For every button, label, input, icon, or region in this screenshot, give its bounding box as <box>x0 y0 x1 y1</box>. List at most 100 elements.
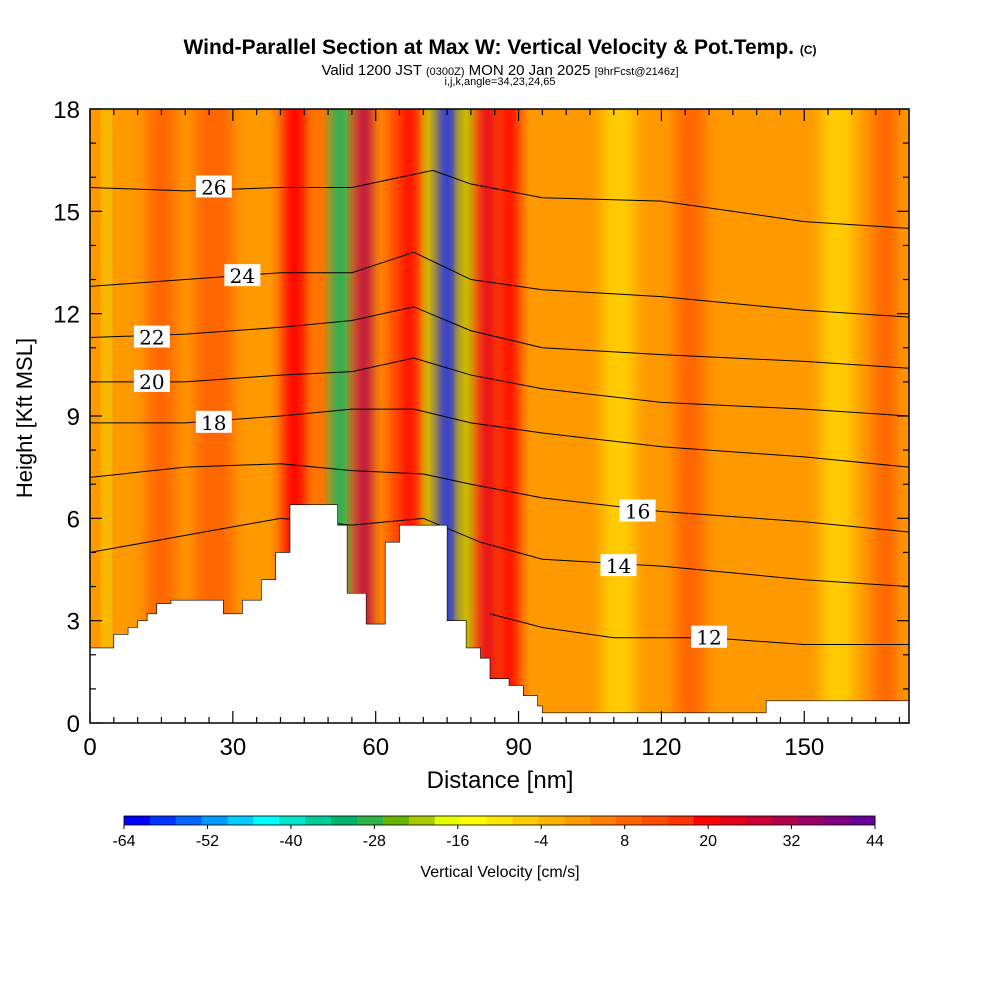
colorbar-label: Vertical Velocity [cm/s] <box>420 864 580 881</box>
velocity-band-11 <box>460 109 473 723</box>
velocity-band-17 <box>873 109 898 723</box>
contour-label-bg-16 <box>619 499 656 522</box>
colorbar-swatch <box>823 816 850 825</box>
contour-18 <box>90 408 909 468</box>
contour-label-26: 26 <box>201 175 226 199</box>
colorbar-tick-label: 8 <box>620 833 629 850</box>
colorbar-swatch <box>408 816 436 825</box>
y-axis-label: Height [Kft MSL] <box>12 337 37 499</box>
contour-20 <box>90 357 909 417</box>
axes: 0 30 60 90 120 150 0 3 6 9 12 15 18 <box>53 97 909 761</box>
colorbar-tick-label: -28 <box>363 833 386 850</box>
velocity-band-15 <box>675 109 705 723</box>
colorbar-tick-label: 32 <box>783 833 801 850</box>
x-tick-label: 120 <box>641 734 681 761</box>
velocity-band-9 <box>425 109 436 723</box>
chart-subtitle: Valid 1200 JST (0300Z) MON 20 Jan 2025 [… <box>0 62 1000 79</box>
colorbar-swatch <box>331 816 358 825</box>
velocity-band-6 <box>355 109 373 723</box>
velocity-band-14 <box>601 109 636 723</box>
y-tick-label: 0 <box>67 711 80 738</box>
colorbar-tick-label: -52 <box>196 833 219 850</box>
contour-26 <box>90 169 909 229</box>
colorbar-frame <box>123 815 876 826</box>
colorbar-tick-label: 44 <box>866 833 884 850</box>
colorbar-swatch <box>616 816 643 825</box>
colorbar-swatch <box>797 816 824 825</box>
velocity-band-0 <box>103 109 110 723</box>
colorbar-swatch <box>693 816 721 825</box>
colorbar-tick-label: -64 <box>112 833 135 850</box>
velocity-band-12 <box>478 109 498 723</box>
colorbar-swatch <box>434 816 462 825</box>
contour-label-14: 14 <box>606 554 631 578</box>
colorbar-swatch <box>641 816 669 825</box>
colorbar-swatch <box>771 816 798 825</box>
colorbar-swatch <box>124 816 151 825</box>
contour-label-bg-20 <box>133 369 170 392</box>
colorbar-swatch <box>486 816 513 825</box>
contour-label-12: 12 <box>696 626 721 650</box>
contour-14 <box>90 517 909 588</box>
colorbar-tick-label: -40 <box>279 833 302 850</box>
contour-label-bg-24 <box>224 264 261 287</box>
colorbar-swatch <box>357 816 384 825</box>
colorbar-swatch <box>460 816 488 825</box>
y-tick-label: 3 <box>67 609 80 636</box>
colorbar-tick-label: -4 <box>534 833 548 850</box>
copyright-mark: (C) <box>799 43 817 57</box>
y-tick-label: 12 <box>53 302 80 329</box>
contour-label-bg-18 <box>195 410 232 433</box>
contour-12 <box>489 613 909 646</box>
x-tick-label: 90 <box>505 734 532 761</box>
colorbar-swatch <box>590 816 617 825</box>
colorbar-tick-label: -16 <box>446 833 469 850</box>
contour-label-bg-12 <box>691 625 728 648</box>
colorbar: -64 -52 -40 -28 -16 -4 8 20 32 44 <box>112 815 884 850</box>
colorbar-swatch <box>745 816 772 825</box>
contour-label-22: 22 <box>139 326 164 350</box>
x-axis-label: Distance [nm] <box>426 767 574 794</box>
x-tick-label: 0 <box>83 734 96 761</box>
contour-label-24: 24 <box>230 264 255 288</box>
colorbar-tick-label: 20 <box>699 833 717 850</box>
contour-label-16: 16 <box>625 500 650 524</box>
contour-label-bg-22 <box>133 325 170 348</box>
grid-indices: i,j,k,angle=34,23,24,65 <box>444 76 556 88</box>
colorbar-swatch <box>512 816 539 825</box>
valid-utc: (0300Z) <box>425 66 465 78</box>
colorbar-swatch <box>175 816 203 825</box>
colorbar-swatch <box>538 816 565 825</box>
colorbar-swatch <box>149 816 177 825</box>
velocity-band-16 <box>820 109 855 723</box>
contour-label-bg-26 <box>195 175 232 198</box>
colorbar-swatch <box>382 816 410 825</box>
potential-temperature-contours <box>90 169 909 646</box>
colorbar-swatch <box>849 816 876 825</box>
colorbar-swatch <box>201 816 229 825</box>
colorbar-swatch <box>253 816 280 825</box>
colorbar-swatch <box>667 816 695 825</box>
x-tick-label: 150 <box>784 734 824 761</box>
chart-title: Wind-Parallel Section at Max W: Vertical… <box>0 36 1000 60</box>
contour-16 <box>90 463 909 533</box>
contour-22 <box>90 306 909 369</box>
forecast-info: [9hrFcst@2146z] <box>594 66 679 78</box>
valid-date: MON 20 Jan 2025 <box>468 62 591 79</box>
contour-label-bg-14 <box>600 554 637 577</box>
contour-labels: 26 24 22 20 18 16 14 12 <box>133 175 728 650</box>
colorbar-swatch <box>279 816 306 825</box>
valid-prefix: Valid 1200 JST <box>321 62 422 79</box>
y-tick-label: 9 <box>67 404 80 431</box>
terrain <box>90 504 909 723</box>
colorbar-swatch <box>227 816 254 825</box>
colorbar-swatch <box>305 816 332 825</box>
x-tick-label: 30 <box>219 734 246 761</box>
contour-label-18: 18 <box>201 411 226 435</box>
contour-label-20: 20 <box>139 370 164 394</box>
y-tick-label: 18 <box>53 97 80 124</box>
y-tick-label: 15 <box>53 199 80 226</box>
y-tick-label: 6 <box>67 506 80 533</box>
colorbar-swatch <box>719 816 747 825</box>
